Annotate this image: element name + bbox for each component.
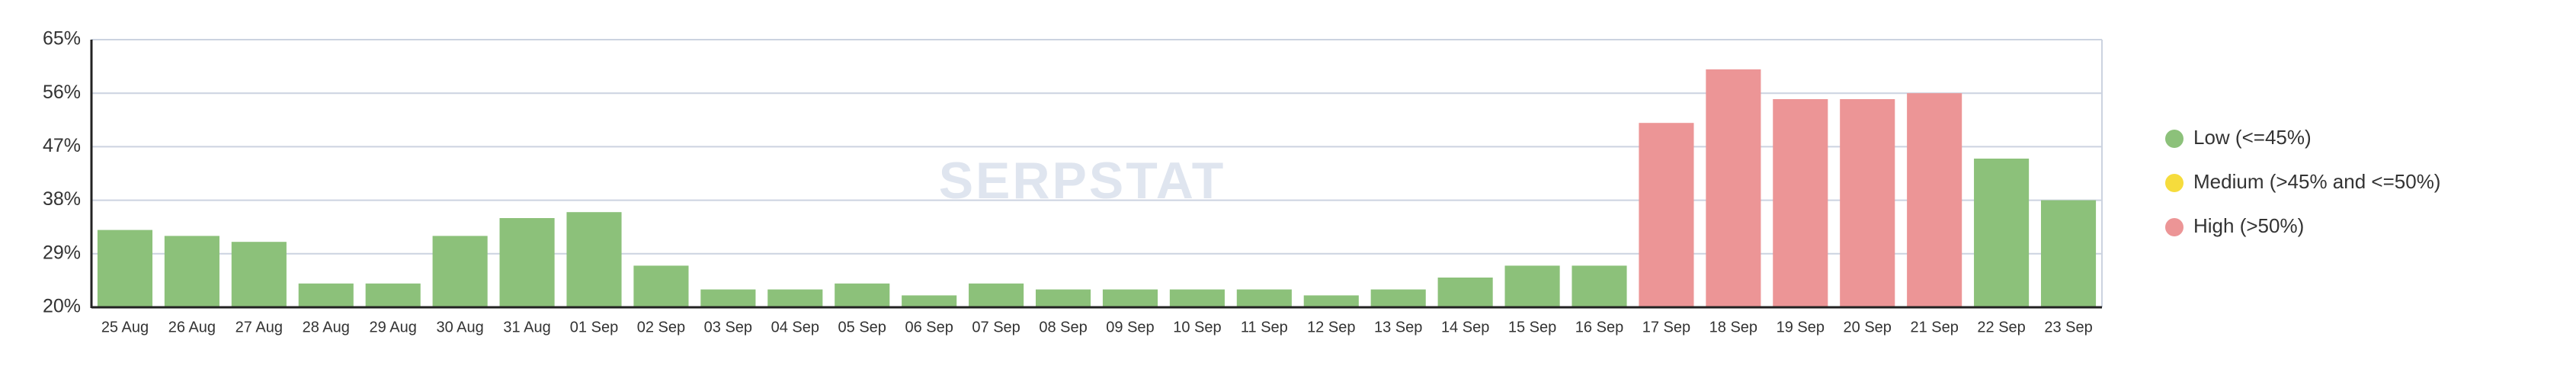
- x-tick-label: 19 Sep: [1777, 319, 1825, 336]
- bar: [164, 236, 219, 307]
- bar: [231, 242, 287, 307]
- bar: [767, 289, 823, 307]
- x-tick-label: 11 Sep: [1241, 319, 1288, 336]
- x-tick-label: 21 Sep: [1910, 319, 1958, 336]
- legend-label: Low (<=45%): [2193, 126, 2312, 149]
- bar: [902, 295, 957, 307]
- x-tick-label: 29 Aug: [370, 319, 417, 336]
- bar: [365, 283, 421, 307]
- bar: [1437, 278, 1493, 307]
- bar: [1773, 99, 1828, 307]
- bar: [432, 236, 488, 307]
- x-tick-label: 20 Sep: [1844, 319, 1892, 336]
- bar: [499, 218, 555, 307]
- x-tick-label: 22 Sep: [1977, 319, 2025, 336]
- x-tick-label: 08 Sep: [1039, 319, 1087, 336]
- x-tick-label: 31 Aug: [503, 319, 550, 336]
- x-tick-label: 09 Sep: [1106, 319, 1154, 336]
- bar: [835, 283, 890, 307]
- bar: [1169, 289, 1225, 307]
- bar: [633, 265, 689, 307]
- x-tick-label: 23 Sep: [2044, 319, 2092, 336]
- x-tick-label: 28 Aug: [303, 319, 350, 336]
- y-tick-label: 38%: [43, 188, 81, 210]
- bar: [1236, 289, 1292, 307]
- bar: [2040, 200, 2097, 307]
- x-tick-label: 13 Sep: [1374, 319, 1422, 336]
- bar: [1572, 265, 1627, 307]
- x-tick-label: 14 Sep: [1441, 319, 1489, 336]
- x-tick-label: 25 Aug: [101, 319, 149, 336]
- bar: [1370, 289, 1426, 307]
- x-tick-label: 16 Sep: [1575, 319, 1623, 336]
- x-tick-label: 02 Sep: [637, 319, 685, 336]
- legend-marker: [2165, 174, 2184, 192]
- bar: [1974, 159, 2030, 307]
- bar: [97, 230, 153, 307]
- bar: [1504, 265, 1560, 307]
- y-tick-label: 29%: [43, 242, 81, 263]
- x-tick-label: 03 Sep: [704, 319, 752, 336]
- bar: [1840, 99, 1895, 307]
- bar: [1303, 295, 1359, 307]
- x-tick-label: 27 Aug: [235, 319, 283, 336]
- bar: [1639, 123, 1694, 307]
- legend-label: High (>50%): [2193, 214, 2304, 237]
- legend-marker: [2165, 130, 2184, 148]
- x-tick-label: 07 Sep: [972, 319, 1020, 336]
- bar: [1102, 289, 1158, 307]
- bar: [298, 283, 354, 307]
- x-tick-label: 15 Sep: [1508, 319, 1556, 336]
- bar: [566, 212, 622, 307]
- x-tick-label: 30 Aug: [436, 319, 483, 336]
- x-tick-label: 01 Sep: [570, 319, 618, 336]
- bar: [1035, 289, 1091, 307]
- x-tick-label: 05 Sep: [838, 319, 886, 336]
- bar: [969, 283, 1024, 307]
- y-tick-label: 47%: [43, 135, 81, 156]
- bar: [1907, 93, 1962, 307]
- x-tick-label: 04 Sep: [771, 319, 819, 336]
- x-tick-label: 12 Sep: [1307, 319, 1355, 336]
- bar: [700, 289, 756, 307]
- y-tick-label: 20%: [43, 296, 81, 317]
- x-tick-label: 06 Sep: [905, 319, 953, 336]
- legend-marker: [2165, 218, 2184, 236]
- x-tick-label: 26 Aug: [168, 319, 216, 336]
- bar: [1706, 69, 1761, 307]
- y-tick-label: 65%: [43, 28, 81, 50]
- x-tick-label: 18 Sep: [1709, 319, 1757, 336]
- y-tick-label: 56%: [43, 82, 81, 103]
- x-tick-label: 10 Sep: [1173, 319, 1221, 336]
- x-tick-label: 17 Sep: [1642, 319, 1690, 336]
- legend-label: Medium (>45% and <=50%): [2193, 170, 2440, 193]
